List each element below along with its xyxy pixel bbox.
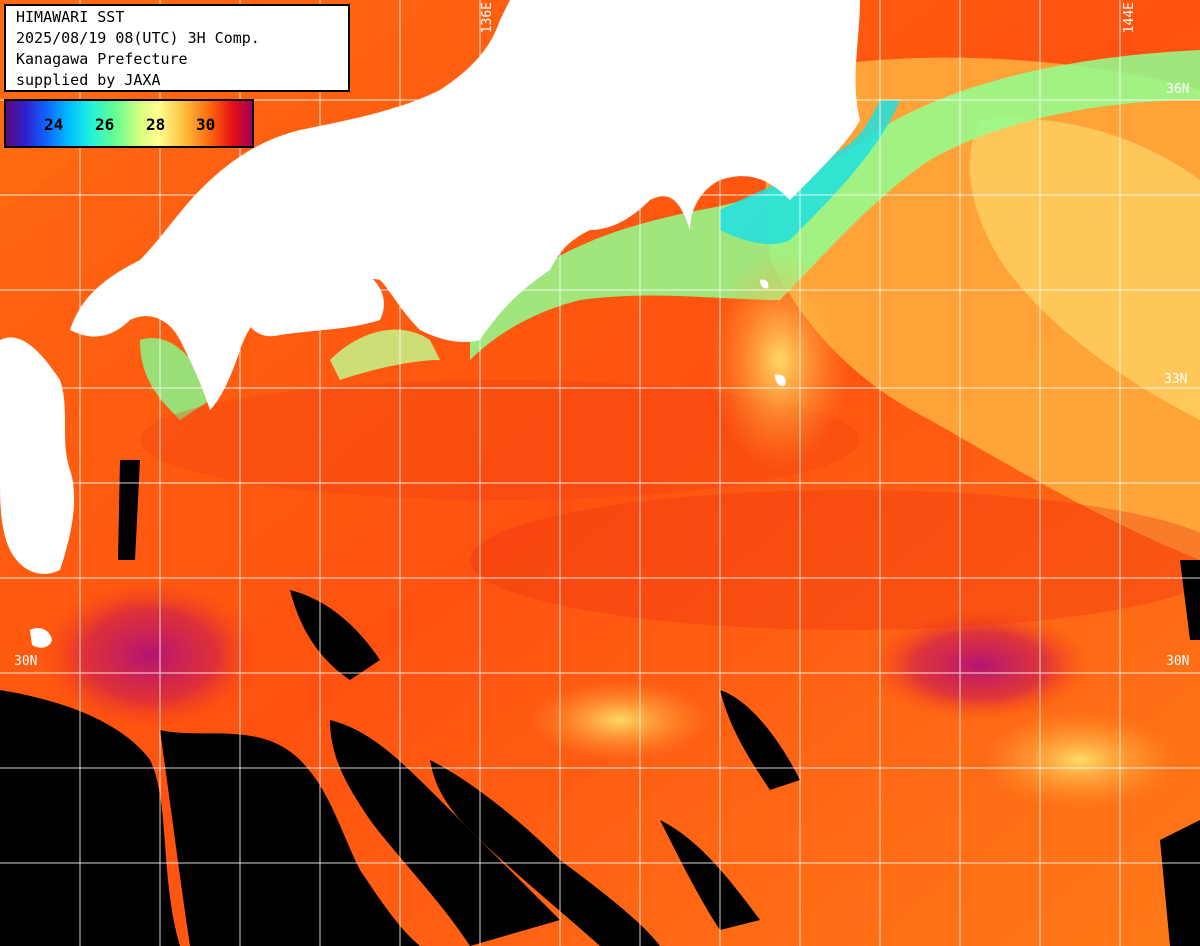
sst-colorbar: 24 26 28 30 [4,99,254,148]
cloud-mask-southwest [0,690,180,946]
product-supplier: supplied by JAXA [16,71,161,89]
cloud-mask-south-3 [430,760,660,946]
product-title: HIMAWARI SST [16,8,125,26]
cloud-mask-south-2 [330,720,560,946]
land-izu-island-2 [775,374,786,386]
cloud-mask-east-edge [1180,560,1200,640]
warm-band-south [470,490,1200,630]
colorbar-tick-28: 28 [146,115,166,134]
colorbar-tick-30: 30 [196,115,216,134]
lon-label-144e: 144E [1122,2,1137,34]
colorbar-tick-26: 26 [95,115,115,134]
lat-label-33-left: 33 [12,372,28,387]
hot-spot-east [870,610,1090,720]
cloud-mask-west-strip [118,460,140,560]
land-shikoku [240,266,384,337]
colorbar-tick-24: 24 [44,115,64,134]
cloud-mask-southeast [1160,820,1200,946]
land-izu-island [760,279,769,289]
product-date: 2025/08/19 08(UTC) 3H Comp. [16,29,260,47]
coastal-cool-water-west [330,329,440,380]
cloud-mask-south-4 [720,690,800,790]
hot-spot-west [40,580,260,730]
cloud-mask-mid [290,590,380,680]
coastal-cool-water [470,50,1200,360]
cloud-mask-south-1 [160,730,420,946]
lat-label-30n-left: 30N [14,654,38,669]
land-honshu [70,0,1200,410]
land-small-island [30,628,52,648]
lat-label-30n-right: 30N [1166,654,1190,669]
product-region: Kanagawa Prefecture [16,50,188,68]
lon-label-136e: 136E [480,2,495,34]
cloud-mask-south-5 [660,820,760,930]
yellow-patch-2 [980,710,1180,810]
map-info-box: HIMAWARI SST 2025/08/19 08(UTC) 3H Comp.… [4,4,350,92]
land-kyushu [0,337,75,574]
yellow-patch-3 [710,250,850,470]
cool-water-east-core [969,118,1200,421]
lat-label-36n-right: 36N [1166,82,1190,97]
lat-label-33n-right: 33N [1164,372,1188,387]
yellow-patch-1 [530,680,710,760]
kyushu-cool-water [140,338,210,420]
